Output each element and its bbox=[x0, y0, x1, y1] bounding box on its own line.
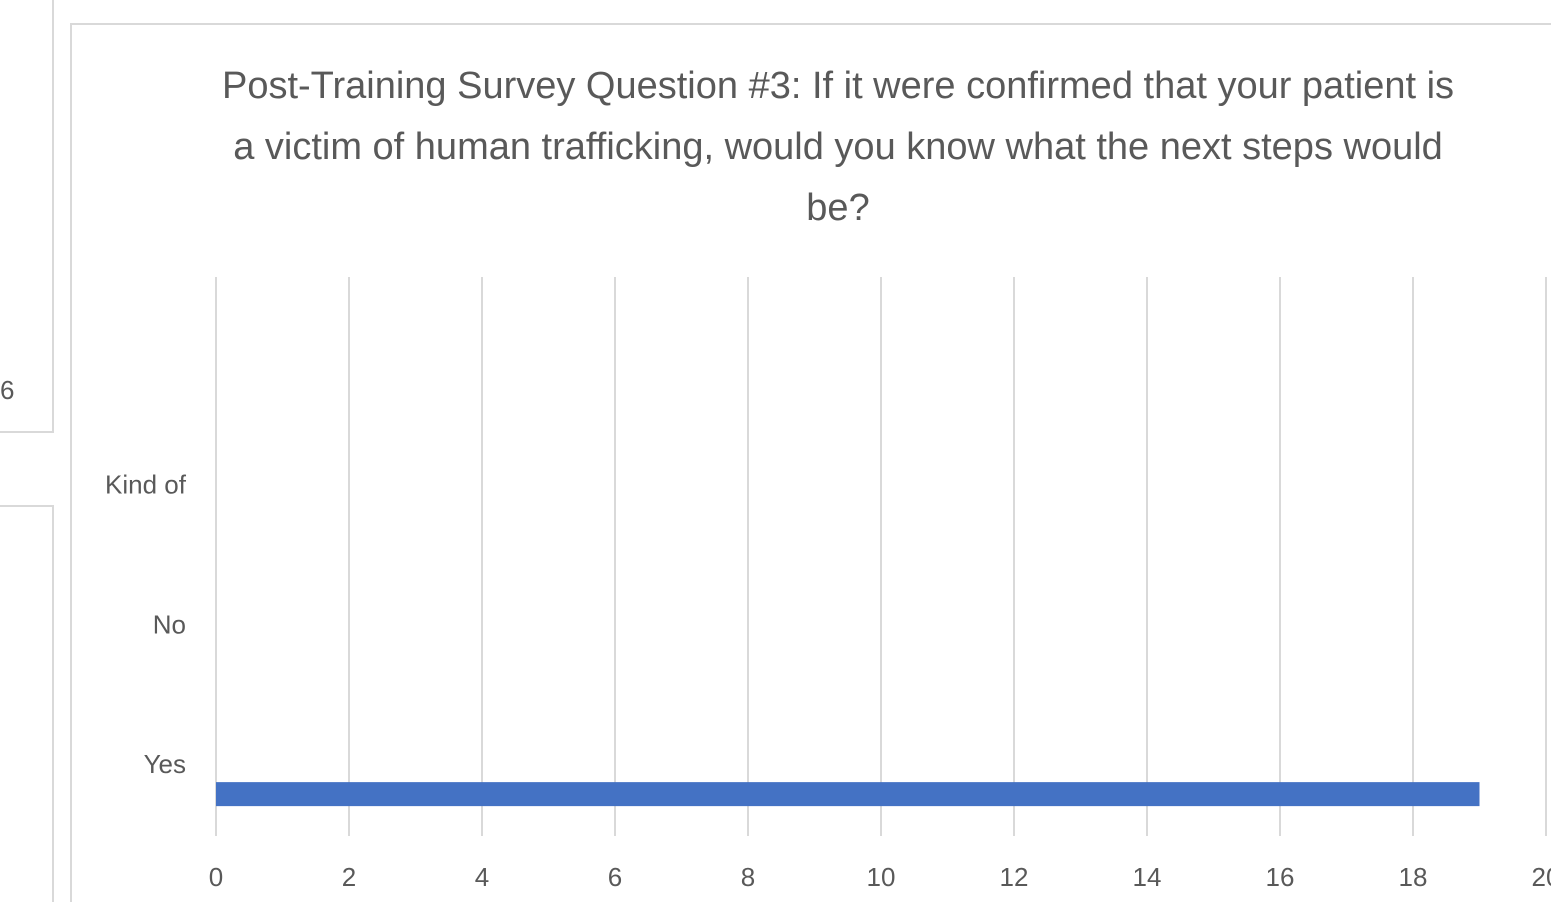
x-tick-label: 18 bbox=[1399, 862, 1428, 892]
x-tick-label: 0 bbox=[209, 862, 223, 892]
y-tick-label: No bbox=[153, 609, 186, 639]
x-tick-label: 4 bbox=[475, 862, 489, 892]
x-tick-label: 8 bbox=[741, 862, 755, 892]
y-tick-label: Yes bbox=[144, 749, 186, 779]
x-tick-label: 16 bbox=[1266, 862, 1295, 892]
x-tick-label: 12 bbox=[1000, 862, 1029, 892]
chart-title: Post-Training Survey Question #3: If it … bbox=[221, 65, 1455, 229]
x-tick-label: 14 bbox=[1133, 862, 1162, 892]
panel-label: 6 bbox=[0, 375, 14, 405]
chart-frame bbox=[70, 23, 1551, 902]
left-panel-frame bbox=[0, 505, 54, 902]
x-tick-label: 6 bbox=[608, 862, 622, 892]
left-panel-frame bbox=[0, 0, 54, 433]
x-tick-label: 10 bbox=[867, 862, 896, 892]
x-tick-label: 20 bbox=[1532, 862, 1551, 892]
x-tick-label: 2 bbox=[342, 862, 356, 892]
bar bbox=[216, 782, 1480, 807]
y-tick-label: Kind of bbox=[105, 470, 187, 500]
